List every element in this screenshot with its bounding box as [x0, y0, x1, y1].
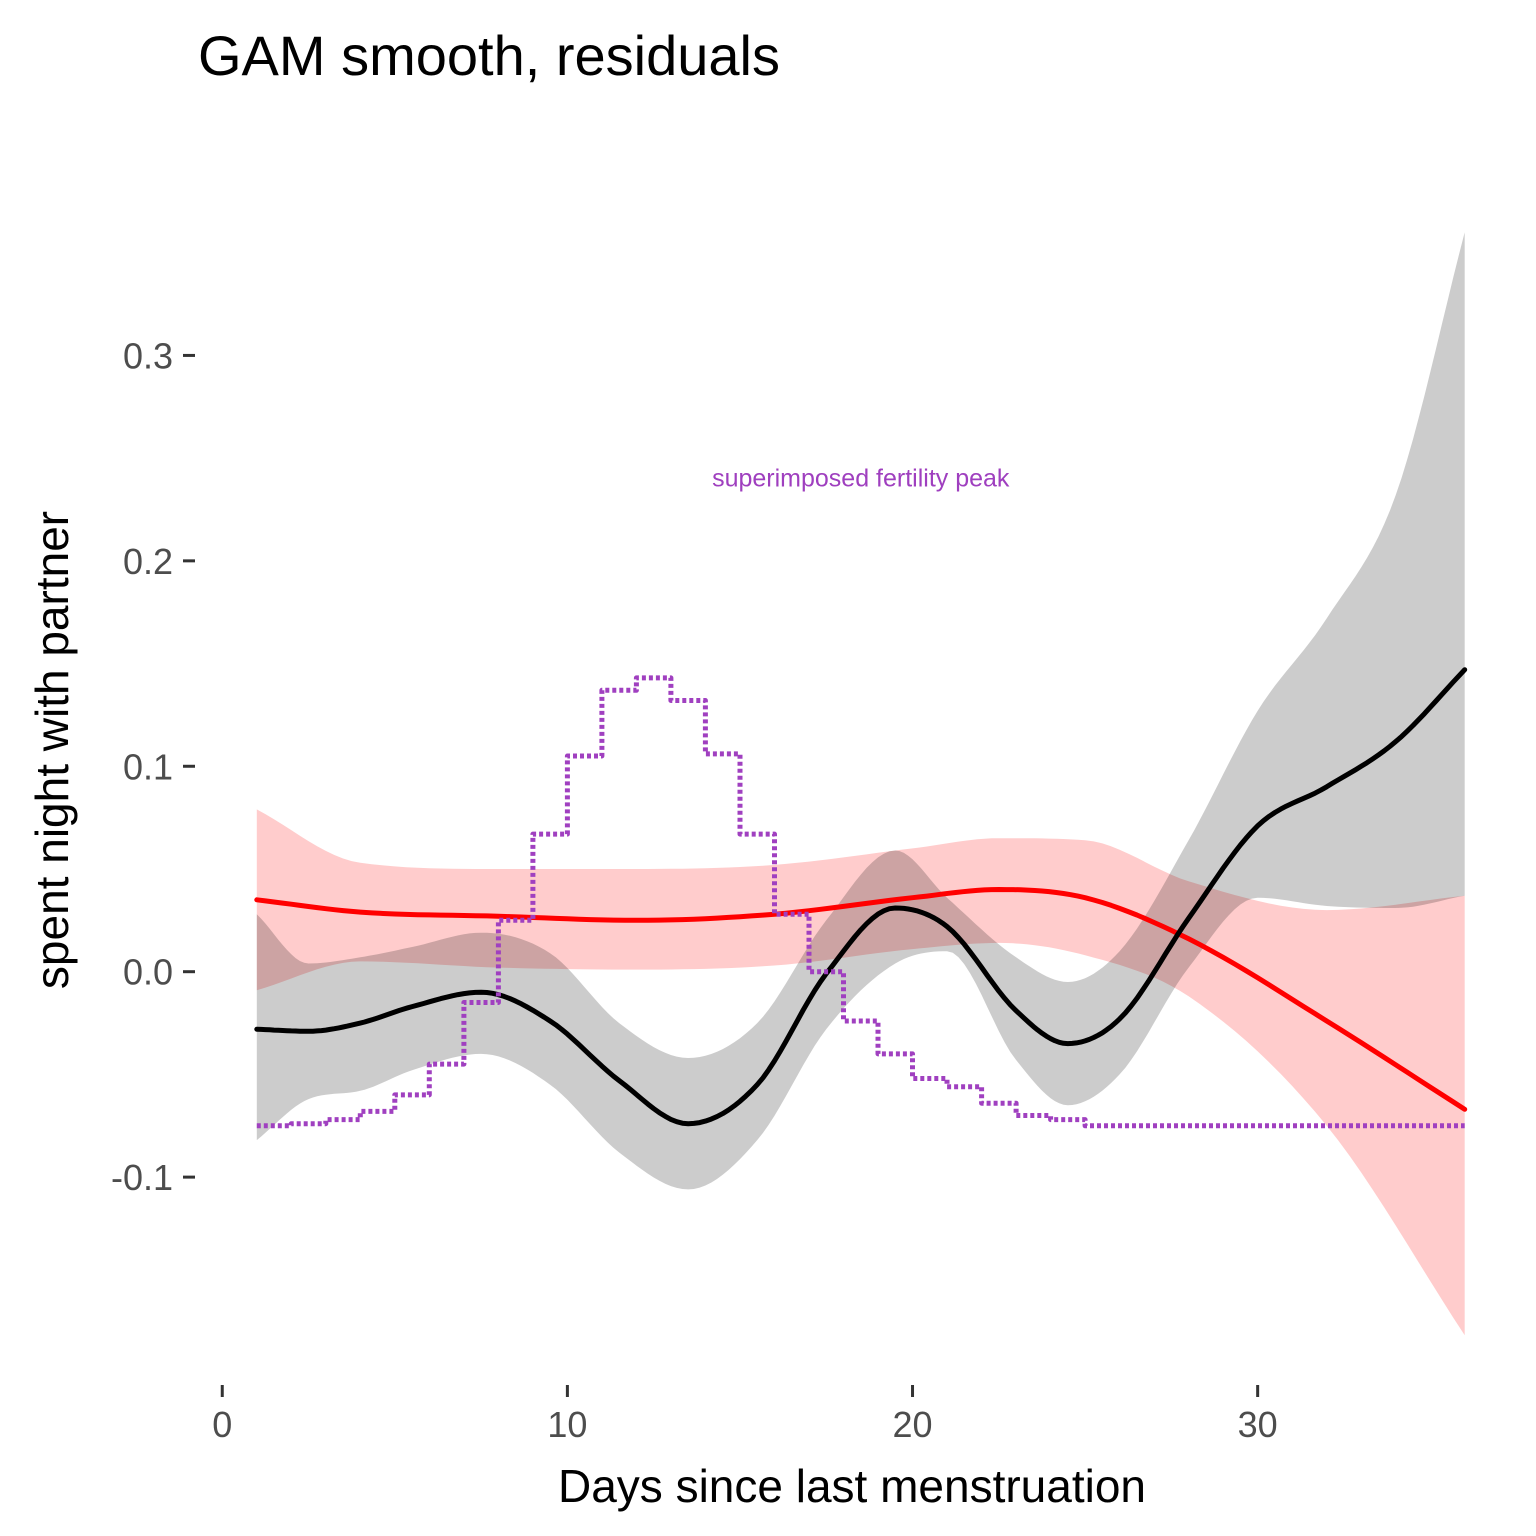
plot-area	[254, 232, 1468, 1336]
confidence-bands	[256, 232, 1465, 1336]
y-axis: -0.1 0.0 0.1 0.2 0.3	[111, 335, 195, 1198]
x-tick-label: 0	[212, 1404, 232, 1445]
y-tick-label: 0.0	[123, 952, 173, 993]
red-series-line	[254, 887, 1468, 1112]
x-axis-label: Days since last menstruation	[558, 1460, 1146, 1512]
x-axis: 0 10 20 30	[212, 1385, 1278, 1445]
x-tick-label: 20	[893, 1404, 933, 1445]
y-tick-label: 0.3	[123, 335, 173, 376]
chart-title: GAM smooth, residuals	[198, 24, 780, 87]
y-tick-label: 0.2	[123, 541, 173, 582]
y-tick-label: 0.1	[123, 746, 173, 787]
x-tick-label: 30	[1238, 1404, 1278, 1445]
red-confidence-band	[256, 809, 1465, 1336]
fertility-peak-annotation: superimposed fertility peak	[712, 465, 1010, 493]
black-series-line	[254, 667, 1468, 1127]
purple-series-line	[256, 675, 1465, 1129]
y-axis-label: spent night with partner	[26, 511, 78, 989]
series-lines	[254, 667, 1468, 1129]
black-confidence-band	[256, 232, 1465, 1190]
x-tick-label: 10	[547, 1404, 587, 1445]
y-tick-label: -0.1	[111, 1157, 173, 1198]
